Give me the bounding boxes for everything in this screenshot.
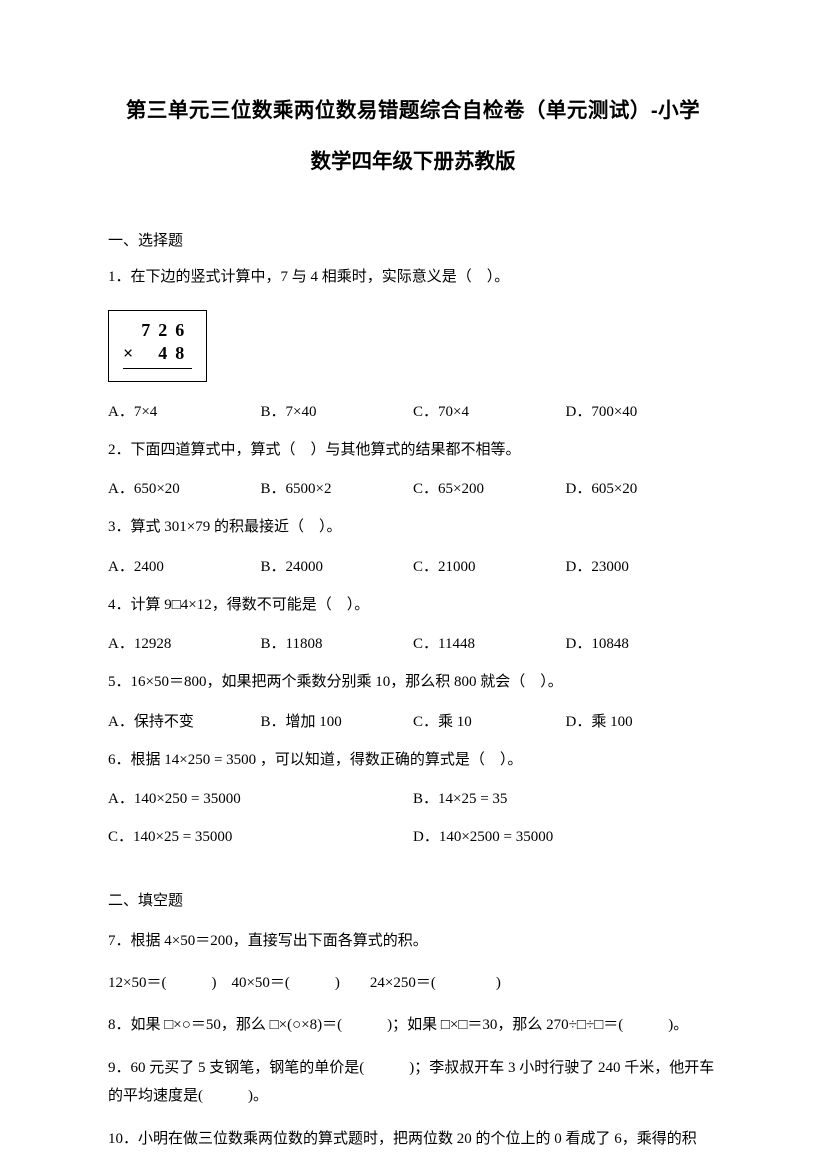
question-9: 9．60 元买了 5 支钢笔，钢笔的单价是( )；李叔叔开车 3 小时行驶了 2… [108, 1054, 718, 1111]
q1-opt-c: C．70×4 [413, 400, 566, 424]
title-line-1: 第三单元三位数乘两位数易错题综合自检卷（单元测试）-小学 [108, 95, 718, 128]
q6-options-row2: C．140×25 = 35000 D．140×2500 = 35000 [108, 825, 718, 849]
title-line-2: 数学四年级下册苏教版 [108, 146, 718, 179]
q1-options: A．7×4 B．7×40 C．70×4 D．700×40 [108, 400, 718, 424]
q1-opt-d: D．700×40 [566, 400, 719, 424]
question-7: 7．根据 4×50＝200，直接写出下面各算式的积。 [108, 929, 718, 955]
q3-opt-b: B．24000 [261, 555, 414, 579]
q3-opt-a: A．2400 [108, 555, 261, 579]
q5-opt-b: B．增加 100 [261, 710, 414, 734]
q6-opt-b: B．14×25 = 35 [413, 787, 718, 811]
q2-options: A．650×20 B．6500×2 C．65×200 D．605×20 [108, 477, 718, 501]
q4-opt-a: A．12928 [108, 632, 261, 656]
q2-opt-a: A．650×20 [108, 477, 261, 501]
q2-opt-d: D．605×20 [566, 477, 719, 501]
section-2-heading: 二、填空题 [108, 889, 718, 913]
q3-opt-d: D．23000 [566, 555, 719, 579]
question-1: 1．在下边的竖式计算中，7 与 4 相乘时，实际意义是（ ）。 [108, 265, 718, 291]
q5-opt-a: A．保持不变 [108, 710, 261, 734]
question-6: 6．根据 14×250 = 3500 ，可以知道，得数正确的算式是（ ）。 [108, 748, 718, 774]
q6-opt-c: C．140×25 = 35000 [108, 825, 413, 849]
question-2: 2．下面四道算式中，算式（ ）与其他算式的结果都不相等。 [108, 438, 718, 464]
figure-row-1: ×726 [123, 319, 192, 342]
question-8: 8．如果 □×○＝50，那么 □×(○×8)＝( )；如果 □×□＝30，那么 … [108, 1011, 718, 1040]
q6-options-row1: A．140×250 = 35000 B．14×25 = 35 [108, 787, 718, 811]
q4-opt-c: C．11448 [413, 632, 566, 656]
question-4: 4．计算 9□4×12，得数不可能是（ ）。 [108, 593, 718, 619]
question-5: 5．16×50＝800，如果把两个乘数分别乘 10，那么积 800 就会（ ）。 [108, 670, 718, 696]
question-10: 10．小明在做三位数乘两位数的算式题时，把两位数 20 的个位上的 0 看成了 … [108, 1125, 718, 1154]
q3-options: A．2400 B．24000 C．21000 D．23000 [108, 555, 718, 579]
q1-opt-a: A．7×4 [108, 400, 261, 424]
vertical-multiplication-figure: ×726 ×748 [108, 310, 207, 382]
q1-opt-b: B．7×40 [261, 400, 414, 424]
q5-options: A．保持不变 B．增加 100 C．乘 10 D．乘 100 [108, 710, 718, 734]
figure-row-2: ×748 [123, 342, 192, 368]
section-1-heading: 一、选择题 [108, 229, 718, 253]
q5-opt-c: C．乘 10 [413, 710, 566, 734]
q6-opt-d: D．140×2500 = 35000 [413, 825, 718, 849]
q2-opt-b: B．6500×2 [261, 477, 414, 501]
question-7-blanks: 12×50＝( ) 40×50＝( ) 24×250＝( ) [108, 969, 718, 998]
q2-opt-c: C．65×200 [413, 477, 566, 501]
q4-opt-d: D．10848 [566, 632, 719, 656]
q4-options: A．12928 B．11808 C．11448 D．10848 [108, 632, 718, 656]
q4-opt-b: B．11808 [261, 632, 414, 656]
question-3: 3．算式 301×79 的积最接近（ ）。 [108, 515, 718, 541]
q3-opt-c: C．21000 [413, 555, 566, 579]
q5-opt-d: D．乘 100 [566, 710, 719, 734]
q6-opt-a: A．140×250 = 35000 [108, 787, 413, 811]
